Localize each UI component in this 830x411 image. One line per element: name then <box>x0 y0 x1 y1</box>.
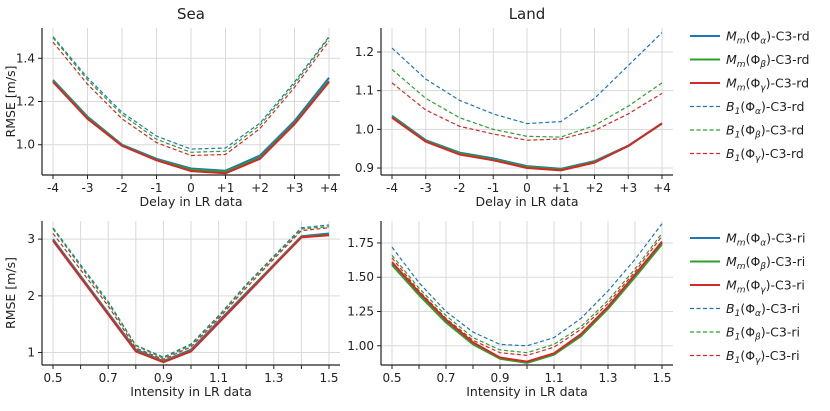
legend-entry-label: Mm(Φα)-C3-ri <box>726 231 805 249</box>
legend-entry-label: B1(Φβ)-C3-rd <box>726 123 804 141</box>
series-line-4 <box>52 224 330 358</box>
x-tick-label: -1 <box>151 181 163 195</box>
series-line-6 <box>52 227 330 360</box>
x-tick-label: +4 <box>320 181 338 195</box>
x-tick-label: +3 <box>286 181 304 195</box>
series-line-4 <box>391 32 663 125</box>
series-line-2 <box>391 243 663 364</box>
x-tick-label: +1 <box>552 181 570 195</box>
legend-entry-label: Mm(Φα)-C3-rd <box>726 29 810 47</box>
y-tick-label: 1 <box>27 346 35 360</box>
series-line-3 <box>391 116 663 172</box>
series-line-6 <box>391 235 663 356</box>
series-line-3 <box>52 81 330 175</box>
y-tick-label: 1.75 <box>347 236 374 250</box>
panel-2: -4 -3 -2 -1 0 +1 +2 +3 +4 0.9 1.0 1.1 1.2 Land Delay i… <box>355 5 673 209</box>
y-tick-label: 1.2 <box>355 45 374 59</box>
y-tick-label: 1.00 <box>347 339 374 353</box>
series-line-6 <box>52 40 330 157</box>
panel-1: -4 -3 -2 -1 0 +1 +2 +3 +4 1.0 1.2 1.4 Sea Delay in LR… <box>3 5 340 209</box>
legend-entry-label: Mm(Φγ)-C3-ri <box>726 278 805 296</box>
x-tick-label: -1 <box>487 181 499 195</box>
panel-title: Sea <box>177 5 205 23</box>
x-tick-label: +2 <box>586 181 604 195</box>
x-tick-label: 1.5 <box>319 371 338 385</box>
x-tick-label: 0 <box>187 181 195 195</box>
x-tick-label: 0.9 <box>154 371 173 385</box>
y-tick-label: 3 <box>27 232 35 246</box>
x-tick-label: 1.5 <box>652 371 671 385</box>
legend-entry-label: B1(Φα)-C3-ri <box>726 301 800 319</box>
series-line-3 <box>391 240 663 363</box>
x-tick-label: 0 <box>523 181 531 195</box>
y-tick-label: 2 <box>27 289 35 303</box>
series-line-3 <box>52 234 330 364</box>
legend-entry-label: Mm(Φβ)-C3-ri <box>726 254 805 272</box>
x-tick-label: 0.9 <box>490 371 509 385</box>
x-tick-label: -3 <box>420 181 432 195</box>
x-tick-label: +2 <box>251 181 269 195</box>
panel-4: 0.5 0.7 0.9 1.1 1.3 1.5 1.00 1.25 1.50 1.75 Intens… <box>347 221 673 399</box>
x-tick-label: -4 <box>386 181 398 195</box>
y-tick-label: 1.4 <box>16 51 35 65</box>
series-line-5 <box>391 68 663 138</box>
x-axis-label: Intensity in LR data <box>466 384 588 399</box>
x-tick-label: +3 <box>619 181 637 195</box>
legend-entry-label: B1(Φγ)-C3-rd <box>726 146 804 164</box>
legend-2: Mm(Φα)-C3-ri Mm(Φβ)-C3-ri Mm(Φγ)-C3-ri B1(Φ… <box>690 231 805 366</box>
panel-3: 0.5 0.7 0.9 1.1 1.3 1.5 1 2 3 Intensity in LR dat… <box>3 221 340 399</box>
x-tick-label: 1.3 <box>264 371 283 385</box>
series-line-4 <box>52 36 330 150</box>
x-tick-label: -3 <box>82 181 94 195</box>
x-tick-label: 0.5 <box>382 371 401 385</box>
x-axis-label: Delay in LR data <box>476 194 579 209</box>
y-tick-label: 1.1 <box>355 84 374 98</box>
y-tick-label: 1.25 <box>347 305 374 319</box>
y-tick-label: 1.2 <box>16 95 35 109</box>
x-tick-label: +4 <box>653 181 671 195</box>
series-line-5 <box>52 37 330 153</box>
y-axis-label: RMSE [m/s] <box>3 257 18 329</box>
x-tick-label: -2 <box>454 181 466 195</box>
x-tick-label: 0.5 <box>43 371 62 385</box>
x-tick-label: +1 <box>217 181 235 195</box>
x-tick-label: 1.3 <box>598 371 617 385</box>
panel-title: Land <box>509 5 546 23</box>
legend-entry-label: Mm(Φβ)-C3-rd <box>726 52 809 70</box>
x-axis-label: Delay in LR data <box>140 194 243 209</box>
x-tick-label: 1.1 <box>544 371 563 385</box>
series-line-6 <box>391 82 663 141</box>
series-line-5 <box>391 232 663 354</box>
y-axis-label: RMSE [m/s] <box>3 66 18 138</box>
y-tick-label: 1.0 <box>16 138 35 152</box>
legend-1: Mm(Φα)-C3-rd Mm(Φβ)-C3-rd Mm(Φγ)-C3-rd B1(Φ… <box>690 29 810 164</box>
y-tick-label: 1.0 <box>355 122 374 136</box>
x-tick-label: 1.1 <box>209 371 228 385</box>
legend-entry-label: Mm(Φγ)-C3-rd <box>726 76 809 94</box>
legend-entry-label: B1(Φα)-C3-rd <box>726 99 804 117</box>
legend-entry-label: B1(Φβ)-C3-ri <box>726 325 800 343</box>
y-tick-label: 1.50 <box>347 270 374 284</box>
legend-entry-label: B1(Φγ)-C3-ri <box>726 348 800 366</box>
series-line-5 <box>52 226 330 359</box>
series-line-4 <box>391 223 663 347</box>
x-tick-label: -4 <box>47 181 59 195</box>
x-tick-label: 0.7 <box>436 371 455 385</box>
y-tick-label: 0.9 <box>355 161 374 175</box>
x-tick-label: 0.7 <box>99 371 118 385</box>
x-axis-label: Intensity in LR data <box>130 384 252 399</box>
x-tick-label: -2 <box>116 181 128 195</box>
